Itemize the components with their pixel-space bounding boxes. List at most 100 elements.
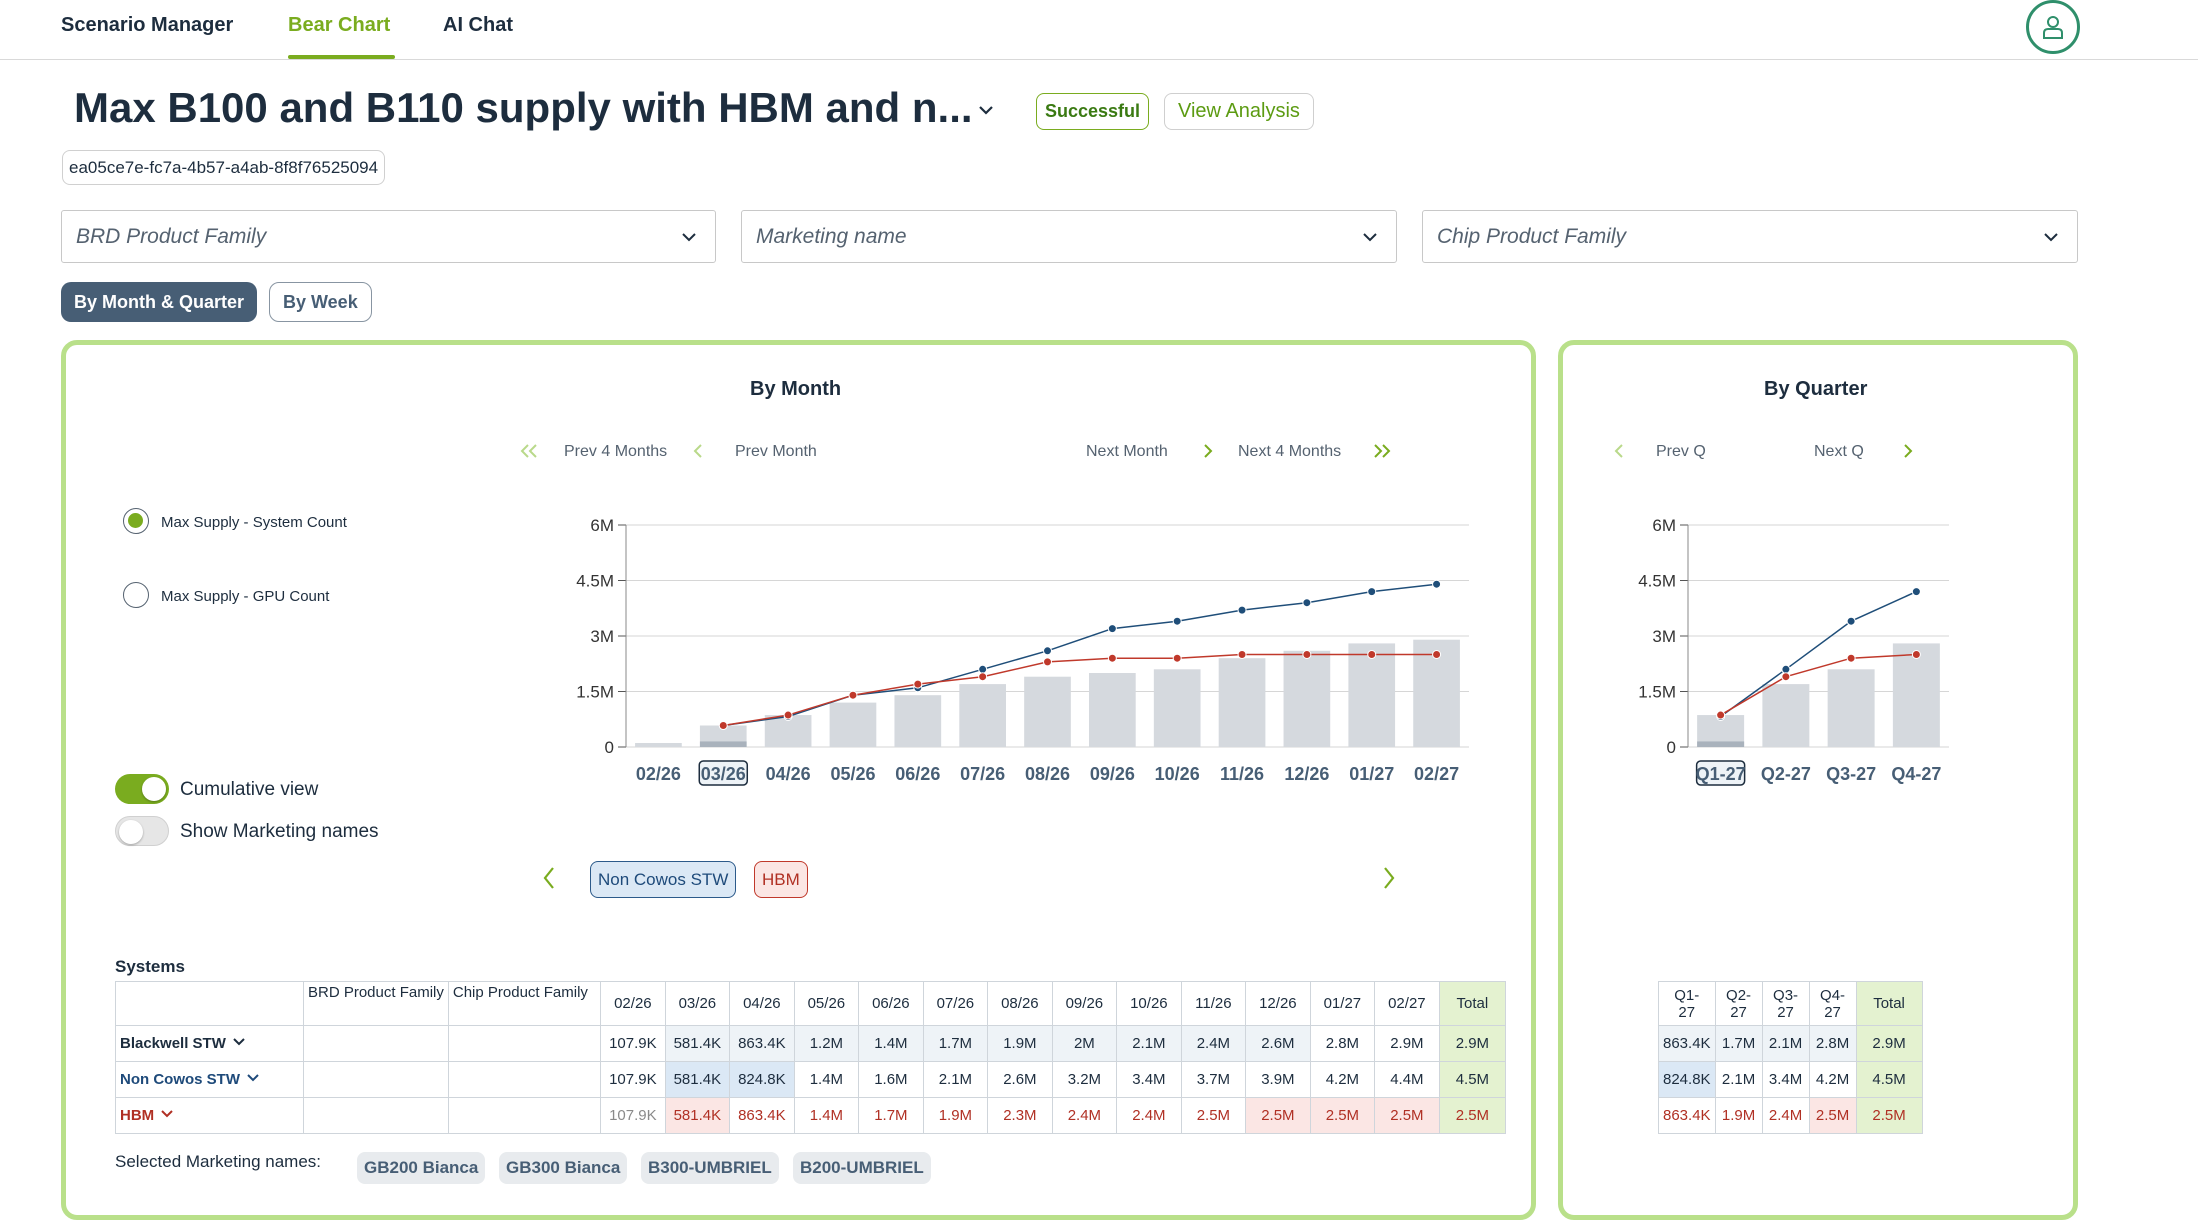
data-point[interactable] bbox=[1432, 650, 1442, 659]
table-cell[interactable]: 2.4M bbox=[1180, 1025, 1246, 1062]
table-cell[interactable]: 581.4K bbox=[664, 1025, 730, 1062]
bar[interactable] bbox=[829, 702, 877, 747]
table-cell[interactable]: 2.5M bbox=[1808, 1097, 1857, 1134]
bar[interactable] bbox=[1283, 650, 1331, 747]
x-tick-label[interactable]: 02/26 bbox=[636, 764, 681, 784]
data-point[interactable] bbox=[1432, 579, 1442, 589]
chevron-right-icon[interactable] bbox=[1201, 441, 1215, 461]
table-cell[interactable]: 1.9M bbox=[986, 1025, 1053, 1062]
x-tick-label[interactable]: Q1-27 bbox=[1696, 764, 1746, 784]
table-cell[interactable]: 1.4M bbox=[857, 1025, 924, 1062]
data-point[interactable] bbox=[1107, 653, 1117, 663]
table-cell[interactable]: 2.8M bbox=[1808, 1025, 1857, 1062]
next-quarter-link[interactable]: Next Q bbox=[1814, 443, 1864, 460]
bar[interactable] bbox=[1348, 643, 1396, 747]
table-cell[interactable]: 2.4M bbox=[1761, 1097, 1810, 1134]
table-cell[interactable]: 2.6M bbox=[1244, 1025, 1311, 1062]
double-chevron-left-icon[interactable] bbox=[518, 441, 540, 461]
by-month-quarter-button[interactable]: By Month & Quarter bbox=[61, 282, 258, 322]
table-cell[interactable]: 2.4M bbox=[1115, 1097, 1182, 1134]
table-cell[interactable]: 2.1M bbox=[1115, 1025, 1182, 1062]
prev-month-link[interactable]: Prev Month bbox=[735, 443, 817, 460]
table-cell[interactable]: 2.5M bbox=[1309, 1097, 1375, 1134]
data-point[interactable] bbox=[1846, 616, 1856, 626]
radio-gpu-count[interactable] bbox=[123, 582, 149, 608]
row-label[interactable]: HBM bbox=[115, 1097, 304, 1134]
data-point[interactable] bbox=[1043, 646, 1052, 656]
table-cell[interactable]: 3.9M bbox=[1244, 1061, 1311, 1098]
table-cell[interactable]: 2.5M bbox=[1373, 1097, 1440, 1134]
table-cell[interactable]: 2M bbox=[1051, 1025, 1117, 1062]
table-cell[interactable]: 2.1M bbox=[922, 1061, 988, 1098]
selected-period-box[interactable] bbox=[1695, 760, 1746, 786]
chevron-right-icon[interactable] bbox=[1901, 441, 1915, 461]
table-cell[interactable]: 1.6M bbox=[857, 1061, 924, 1098]
table-cell[interactable]: 863.4K bbox=[1658, 1097, 1716, 1134]
data-point[interactable] bbox=[1911, 587, 1921, 597]
x-tick-label[interactable]: 11/26 bbox=[1220, 764, 1264, 784]
table-cell[interactable]: 1.7M bbox=[857, 1097, 924, 1134]
x-tick-label[interactable]: 10/26 bbox=[1155, 764, 1200, 784]
data-point[interactable] bbox=[978, 664, 988, 674]
table-cell[interactable]: 863.4K bbox=[1658, 1025, 1716, 1062]
row-label[interactable]: Blackwell STW bbox=[115, 1025, 304, 1062]
chevron-left-icon[interactable] bbox=[1612, 441, 1626, 461]
table-cell[interactable]: 2.3M bbox=[986, 1097, 1053, 1134]
table-cell[interactable]: 107.9K bbox=[599, 1025, 666, 1062]
marketing-chip[interactable]: GB200 Bianca bbox=[357, 1152, 486, 1184]
table-cell[interactable]: 1.7M bbox=[922, 1025, 988, 1062]
data-point[interactable] bbox=[1716, 710, 1726, 720]
data-point[interactable] bbox=[1237, 650, 1247, 659]
marketing-chip[interactable]: B300-UMBRIEL bbox=[641, 1152, 779, 1184]
chevron-left-icon[interactable] bbox=[691, 441, 705, 461]
bar[interactable] bbox=[1024, 676, 1071, 747]
data-point[interactable] bbox=[1043, 657, 1052, 667]
data-point[interactable] bbox=[848, 690, 858, 700]
table-cell[interactable]: 2.1M bbox=[1761, 1025, 1810, 1062]
x-tick-label[interactable]: 04/26 bbox=[766, 764, 811, 784]
data-point[interactable] bbox=[1172, 653, 1182, 663]
radio-system-count[interactable] bbox=[123, 508, 149, 534]
x-tick-label[interactable]: Q4-27 bbox=[1891, 764, 1941, 784]
table-cell[interactable]: 107.9K bbox=[599, 1061, 666, 1098]
double-chevron-right-icon[interactable] bbox=[1371, 441, 1393, 461]
cumulative-view-toggle[interactable] bbox=[115, 774, 169, 804]
x-tick-label[interactable]: 06/26 bbox=[895, 764, 940, 784]
table-cell[interactable]: 2.5M bbox=[1180, 1097, 1246, 1134]
selected-period-box[interactable] bbox=[698, 760, 749, 786]
table-cell[interactable]: 1.4M bbox=[793, 1097, 859, 1134]
tab-bear-chart[interactable]: Bear Chart bbox=[288, 14, 391, 36]
table-cell[interactable]: 2.4M bbox=[1051, 1097, 1117, 1134]
x-tick-label[interactable]: 02/27 bbox=[1414, 764, 1459, 784]
x-tick-label[interactable]: Q2-27 bbox=[1761, 764, 1811, 784]
prev-4-months-link[interactable]: Prev 4 Months bbox=[564, 443, 668, 460]
user-avatar[interactable] bbox=[2026, 0, 2080, 54]
bar[interactable] bbox=[959, 684, 1006, 747]
data-point[interactable] bbox=[718, 720, 728, 730]
chevron-down-icon[interactable] bbox=[159, 1108, 175, 1120]
table-cell[interactable]: 4.2M bbox=[1808, 1061, 1857, 1098]
table-cell[interactable]: 4.4M bbox=[1373, 1061, 1440, 1098]
data-point[interactable] bbox=[1911, 650, 1921, 659]
x-tick-label[interactable]: Q3-27 bbox=[1826, 764, 1876, 784]
bar[interactable] bbox=[1762, 684, 1810, 747]
brd-product-family-select[interactable]: BRD Product Family bbox=[61, 210, 716, 263]
x-tick-label[interactable]: 07/26 bbox=[960, 764, 1005, 784]
chevron-down-icon[interactable] bbox=[245, 1072, 261, 1084]
by-week-button[interactable]: By Week bbox=[269, 282, 372, 322]
chevron-down-icon[interactable] bbox=[231, 1036, 247, 1048]
data-point[interactable] bbox=[1172, 616, 1182, 626]
show-marketing-names-toggle[interactable] bbox=[115, 816, 169, 846]
next-4-months-link[interactable]: Next 4 Months bbox=[1238, 443, 1342, 460]
marketing-chip[interactable]: B200-UMBRIEL bbox=[793, 1152, 931, 1184]
chip-product-family-select[interactable]: Chip Product Family bbox=[1422, 210, 2078, 263]
bar[interactable] bbox=[1892, 643, 1940, 747]
data-point[interactable] bbox=[1781, 664, 1791, 674]
table-cell[interactable]: 3.4M bbox=[1115, 1061, 1182, 1098]
bar[interactable] bbox=[635, 743, 682, 747]
table-cell[interactable]: 1.9M bbox=[1714, 1097, 1763, 1134]
bar[interactable] bbox=[1218, 658, 1266, 747]
table-cell[interactable]: 107.9K bbox=[599, 1097, 666, 1134]
table-cell[interactable]: 824.8K bbox=[1658, 1061, 1716, 1098]
data-point[interactable] bbox=[1367, 650, 1377, 659]
